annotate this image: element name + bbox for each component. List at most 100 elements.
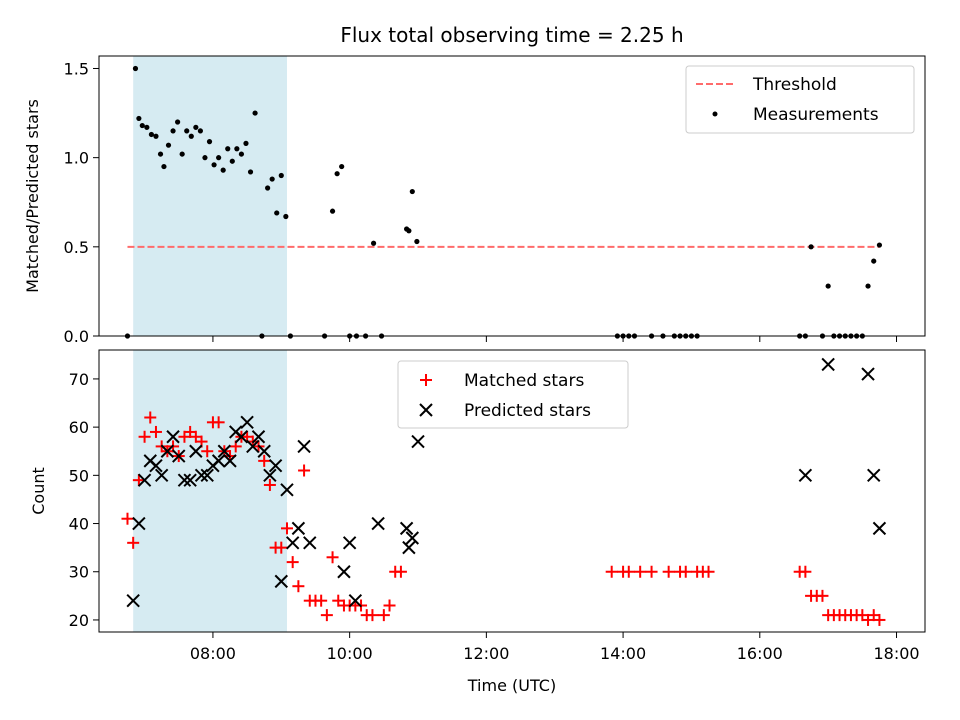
measurement-point [161, 163, 167, 170]
bottom-y-tick-label: 30 [69, 563, 89, 582]
measurement-point [406, 228, 412, 234]
predicted-star-point [246, 439, 260, 454]
measurement-point [132, 65, 139, 72]
predicted-star-point [137, 473, 152, 487]
matched-star-point [816, 589, 829, 602]
measurement-point [409, 188, 415, 195]
matched-star-point [212, 416, 225, 429]
predicted-star-point [872, 521, 887, 536]
top-legend: Threshold Measurements [685, 65, 915, 134]
predicted-star-point [399, 521, 414, 536]
predicted-star-point [234, 430, 249, 444]
predicted-star-point [154, 468, 169, 483]
x-axis-label: Time (UTC) [467, 676, 556, 695]
measurement-point [370, 240, 377, 246]
predicted-star-point [411, 434, 425, 449]
matched-star-point [201, 445, 214, 458]
predicted-star-point [257, 444, 271, 458]
matched-star-point [622, 565, 635, 578]
matched-star-point [366, 609, 379, 622]
matched-star-point [326, 551, 339, 564]
predicted-star-point [194, 468, 209, 483]
bottom-y-tick-label: 50 [69, 466, 89, 485]
measurement-point [206, 139, 213, 145]
top-highlight-span [133, 56, 287, 336]
measurement-point [269, 176, 275, 182]
bottom-panel: 20 30 40 50 60 70 08:00 10:00 12:00 14:00 16:00 18… [29, 349, 926, 695]
measurement-point [334, 171, 340, 177]
matched-star-point [286, 556, 299, 569]
predicted-star-point [337, 565, 351, 579]
matched-star-point [605, 565, 618, 578]
measurement-point [193, 124, 199, 130]
bottom-legend: Matched stars Predicted stars [397, 360, 629, 429]
x-tick-label: 10:00 [327, 644, 373, 663]
bottom-highlight-span [133, 350, 287, 632]
measurement-point [216, 155, 222, 161]
measurement-point [274, 210, 280, 216]
measurement-point [283, 213, 289, 220]
measurement-point [339, 163, 345, 170]
measurement-point [825, 283, 831, 289]
measurement-point [202, 155, 208, 161]
predicted-stars-points [126, 357, 887, 608]
measurement-point [252, 110, 258, 116]
measurement-point [139, 122, 145, 129]
measurement-point [265, 185, 271, 191]
matched-star-point [144, 411, 157, 424]
measurement-point [229, 158, 235, 164]
matched-star-point [679, 565, 692, 578]
predicted-star-point [172, 449, 186, 463]
predicted-star-point [798, 468, 813, 483]
predicted-star-point [200, 468, 214, 483]
matched-star-point [377, 609, 390, 622]
top-y-tick-label: 0.0 [64, 327, 89, 346]
measurement-point [197, 128, 203, 134]
predicted-star-point [861, 367, 875, 381]
predicted-legend-swatch [419, 403, 433, 417]
predicted-star-point [126, 593, 140, 608]
matched-star-point [132, 474, 145, 487]
matched-star-point [149, 425, 162, 438]
measurement-point [153, 133, 159, 139]
predicted-star-point [867, 468, 881, 483]
top-x-ticks [212, 336, 898, 342]
top-y-ticks: 0.0 0.5 1.0 1.5 [64, 59, 99, 346]
matched-star-point [127, 536, 140, 549]
measurement-point [329, 208, 336, 214]
matched-star-point [315, 594, 328, 607]
matched-star-point [320, 609, 333, 622]
x-tick-label: 12:00 [463, 644, 509, 663]
x-tick-label: 14:00 [600, 644, 646, 663]
matched-legend-swatch [420, 374, 432, 386]
measurement-point [211, 162, 217, 168]
chart-title: Flux total observing time = 2.25 h [340, 23, 683, 47]
matched-star-point [298, 464, 311, 477]
measurement-point [144, 124, 150, 130]
predicted-star-point [402, 540, 416, 555]
bottom-legend-box [397, 360, 629, 429]
measurement-point [220, 167, 226, 173]
bottom-y-tick-label: 70 [69, 370, 89, 389]
predicted-star-point [189, 444, 203, 458]
x-tick-label: 08:00 [190, 644, 236, 663]
top-y-tick-label: 0.5 [64, 238, 89, 257]
measurement-point [238, 151, 245, 157]
predicted-star-point [217, 444, 232, 458]
matched-star-point [280, 522, 293, 535]
predicted-star-point [251, 430, 266, 444]
measurement-point [170, 128, 176, 134]
matched-star-point [634, 565, 647, 578]
bottom-x-ticks: 08:00 10:00 12:00 14:00 16:00 18:00 [190, 632, 920, 663]
measurements-legend-swatch [712, 111, 718, 117]
predicted-star-point [371, 516, 385, 531]
measurement-point [157, 151, 164, 157]
predicted-star-point [274, 574, 288, 589]
measurement-point [179, 151, 185, 157]
threshold-legend-label: Threshold [752, 75, 837, 95]
matched-star-point [383, 599, 396, 612]
predicted-legend-label: Predicted stars [464, 401, 591, 421]
matched-star-point [662, 565, 675, 578]
bottom-y-ticks: 20 30 40 50 60 70 [69, 370, 99, 630]
matched-star-point [258, 454, 271, 467]
